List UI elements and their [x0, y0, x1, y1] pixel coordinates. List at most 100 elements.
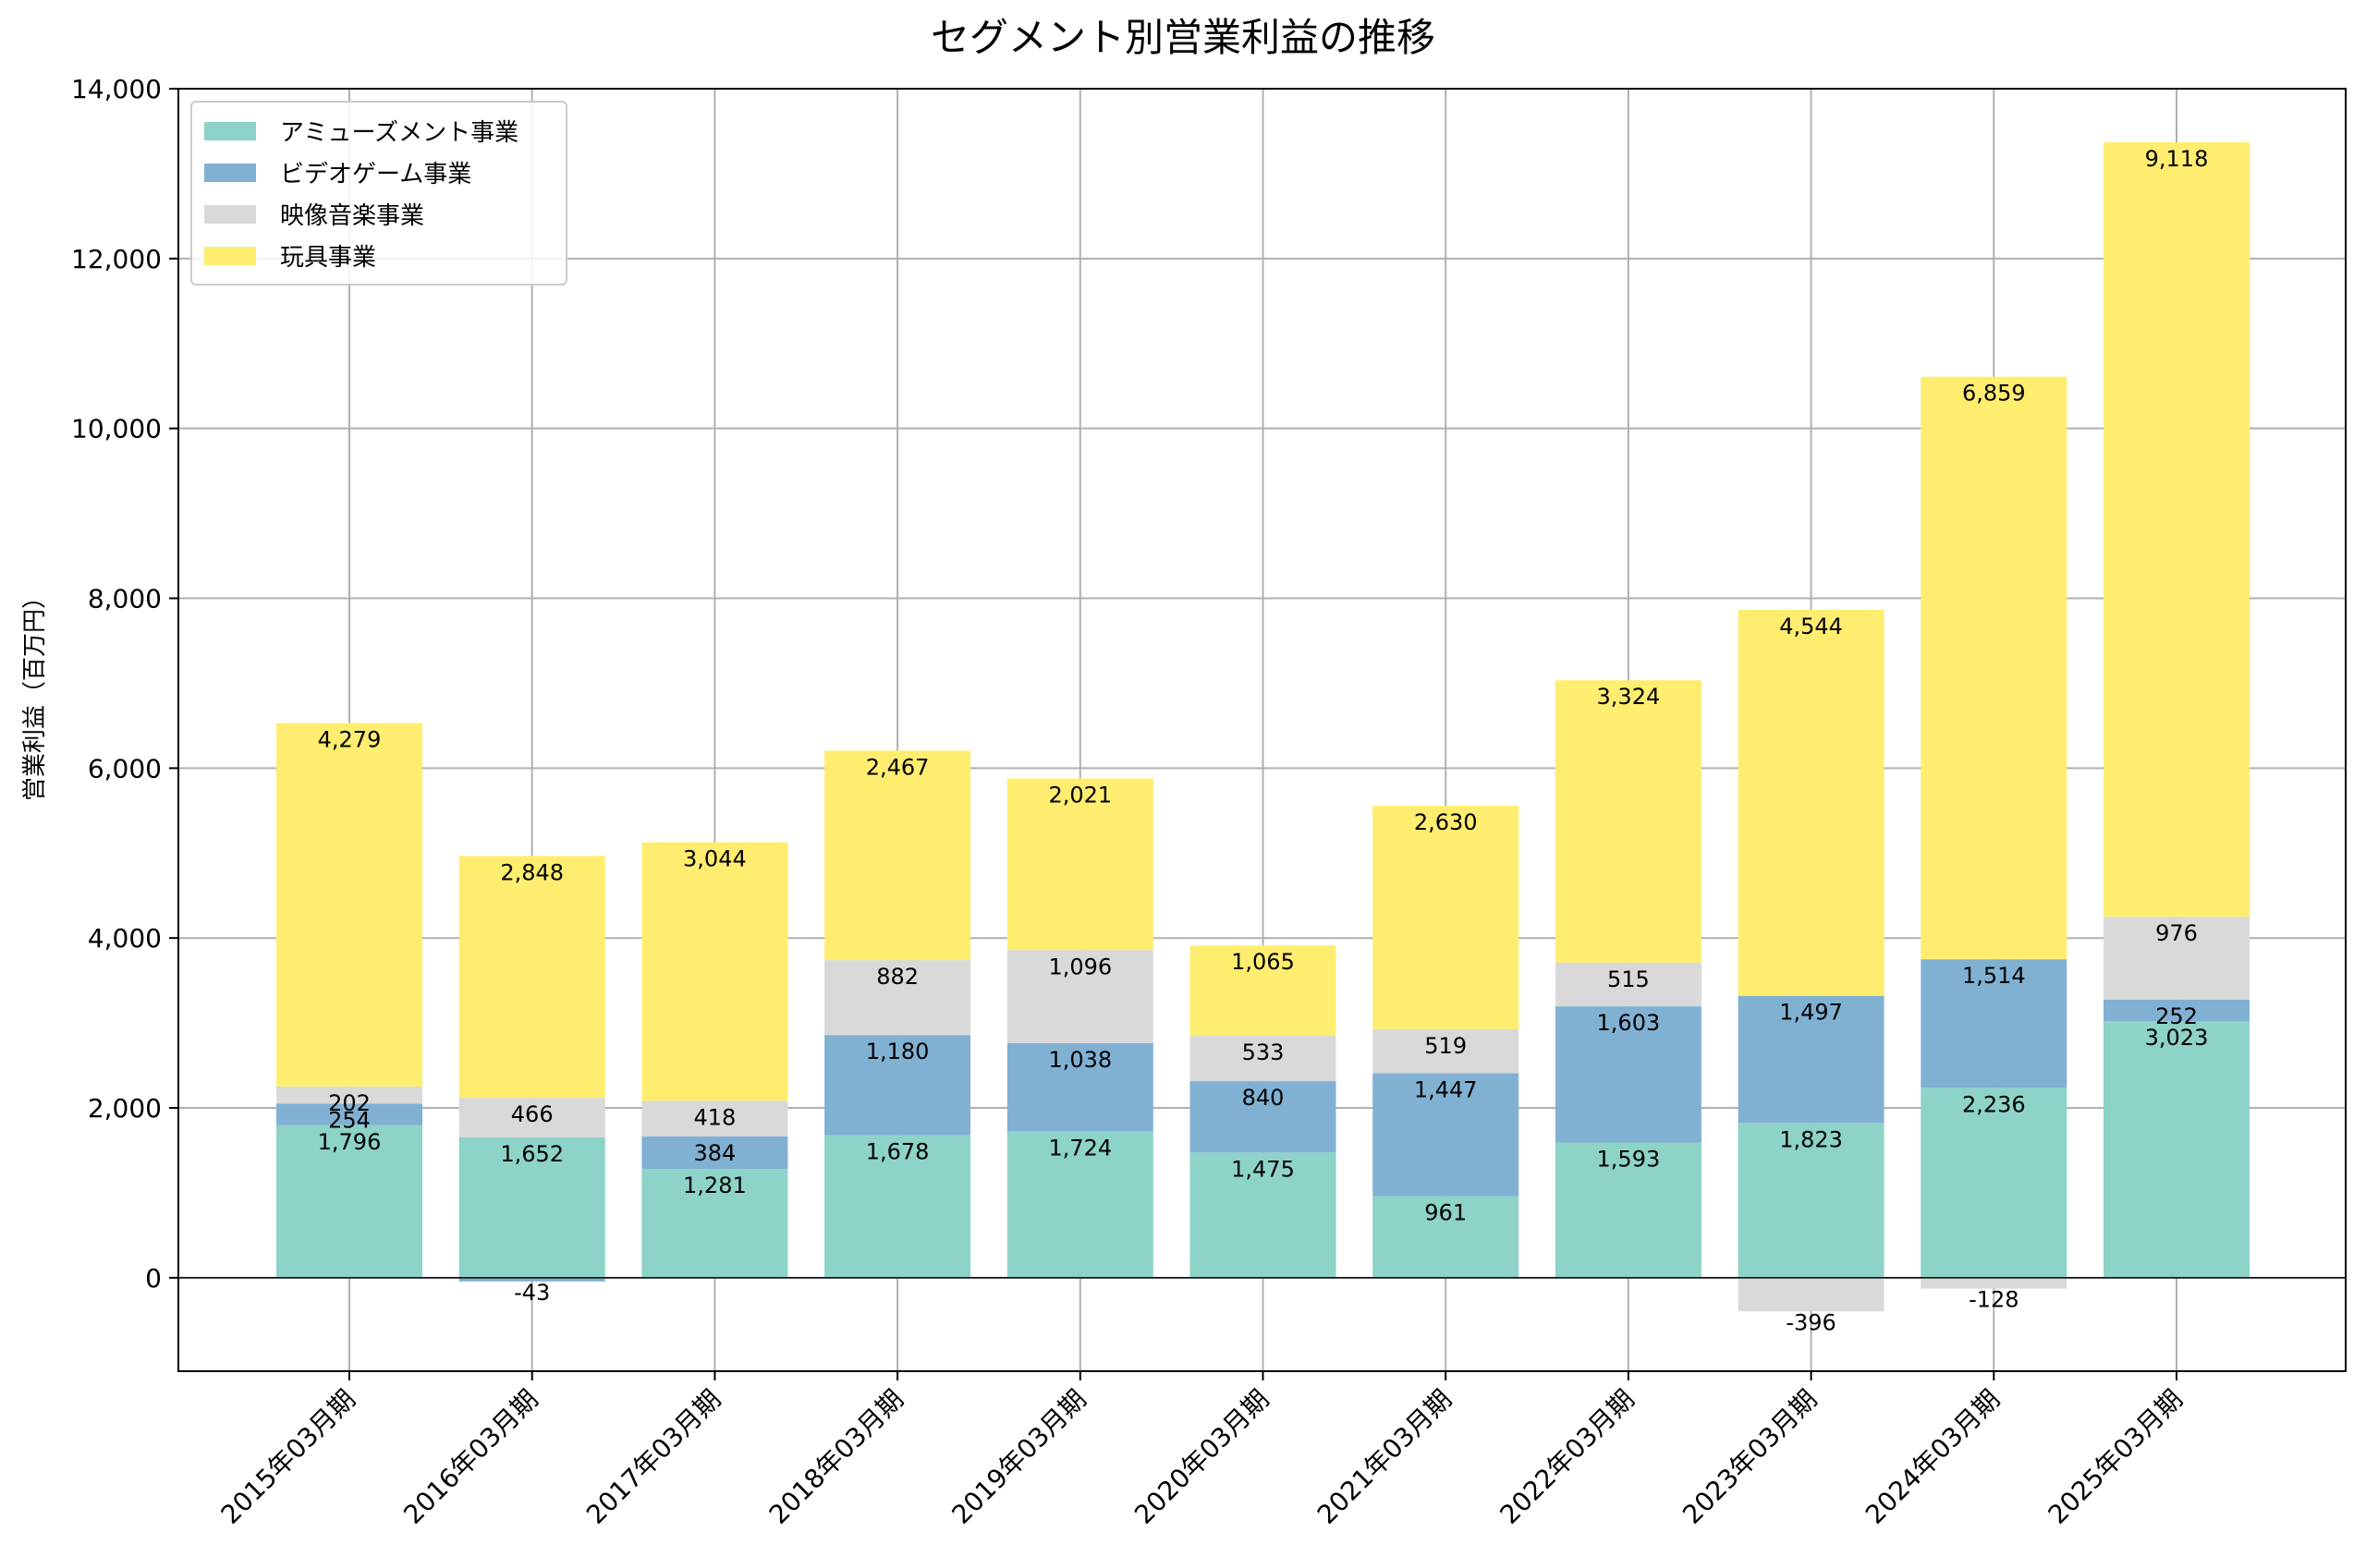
- legend-box: [190, 101, 567, 286]
- bar-segment: [276, 1124, 422, 1278]
- bar-value-label: 961: [1424, 1200, 1467, 1226]
- bar-segment: [2104, 999, 2250, 1022]
- bar-value-label: 1,652: [500, 1141, 564, 1167]
- bar-value-label: 2,467: [866, 754, 930, 780]
- bar-segment: [1921, 1088, 2067, 1278]
- bar-value-label: 882: [876, 964, 919, 990]
- bar-segment: [1189, 1036, 1336, 1082]
- x-tick-label: 2019年03月期: [945, 1384, 1092, 1530]
- bar-segment: [641, 842, 788, 1101]
- x-tick-label: 2017年03月期: [580, 1384, 726, 1530]
- bar-segment: [1555, 680, 1701, 963]
- legend-swatch: [204, 247, 256, 265]
- bar-value-label: 1,281: [683, 1173, 747, 1198]
- bar-segment: [1738, 995, 1884, 1124]
- x-tick-label: 2025年03月期: [2043, 1384, 2189, 1530]
- bar-segment: [824, 1035, 971, 1136]
- bar-value-label: 202: [328, 1090, 371, 1116]
- legend-label: ビデオゲーム事業: [280, 161, 471, 188]
- bar-value-label: 533: [1242, 1039, 1285, 1065]
- bar-value-label: 1,514: [1962, 963, 2026, 989]
- y-tick-label: 4,000: [88, 923, 162, 954]
- bar-segment: [2104, 142, 2250, 918]
- bar-segment: [1006, 1043, 1153, 1132]
- bar-value-label: 1,724: [1048, 1135, 1112, 1161]
- bar-segment: [458, 856, 605, 1099]
- y-tick-label: 2,000: [88, 1093, 162, 1124]
- x-tick-label: 2023年03月期: [1677, 1384, 1823, 1530]
- x-tick-label: 2016年03月期: [397, 1384, 543, 1530]
- x-axis-ticks: 2015年03月期 2016年03月期 2017年03月期 2018年03月期 2019…: [215, 1371, 2189, 1530]
- bar-segment: [641, 1136, 788, 1170]
- bar-segment: [1555, 1142, 1701, 1278]
- bar-segment: [641, 1100, 788, 1136]
- bar-segment: [276, 1086, 422, 1104]
- bar-value-label: -43: [514, 1280, 550, 1306]
- bar-value-label: 1,447: [1414, 1077, 1478, 1103]
- legend-swatch: [204, 205, 256, 224]
- bar-value-label: 1,603: [1597, 1010, 1661, 1036]
- bar-value-label: 2,630: [1414, 809, 1478, 835]
- bar-segment: [1738, 1123, 1884, 1278]
- bar-value-label: 840: [1242, 1085, 1285, 1111]
- bars: [276, 142, 2250, 1312]
- bar-value-label: -128: [1969, 1287, 2018, 1313]
- bar-value-label: 519: [1424, 1033, 1467, 1059]
- bar-segment: [1738, 610, 1884, 996]
- bar-segment: [1555, 1006, 1701, 1143]
- bar-value-label: 2,848: [500, 859, 564, 885]
- legend-label: アミューズメント事業: [280, 119, 518, 147]
- bar-value-label: 9,118: [2145, 146, 2209, 172]
- bar-value-label: 4,279: [318, 727, 382, 753]
- y-tick-label: 8,000: [88, 584, 162, 614]
- legend-label: 映像音楽事業: [280, 202, 424, 230]
- bar-segment: [1372, 1073, 1519, 1197]
- bar-segment: [458, 1098, 605, 1138]
- bar-segment: [824, 1135, 971, 1278]
- bar-value-label: 2,021: [1048, 782, 1112, 808]
- x-tick-label: 2020年03月期: [1128, 1384, 1274, 1530]
- x-tick-label: 2022年03月期: [1494, 1384, 1640, 1530]
- bar-value-label: 1,796: [318, 1129, 382, 1155]
- bar-segment: [1921, 1277, 2067, 1289]
- bar-value-label: 1,180: [866, 1039, 930, 1064]
- bar-value-label: 976: [2155, 920, 2198, 946]
- x-tick-label: 2018年03月期: [763, 1384, 909, 1530]
- bar-segment: [1006, 950, 1153, 1044]
- legend-label: 玩具事業: [280, 244, 376, 272]
- bar-segment: [641, 1169, 788, 1278]
- bar-segment: [1738, 1277, 1884, 1312]
- bar-segment: [1372, 806, 1519, 1029]
- bar-segment: [276, 1103, 422, 1125]
- bar-segment: [824, 960, 971, 1036]
- bar-segment: [2104, 1021, 2250, 1278]
- bar-segment: [458, 1277, 605, 1282]
- x-tick-label: 2021年03月期: [1311, 1384, 1457, 1530]
- bar-segment: [1189, 1081, 1336, 1153]
- bar-value-label: 4,544: [1779, 614, 1843, 639]
- bar-segment: [1372, 1196, 1519, 1278]
- bar-value-label: 1,497: [1779, 1000, 1843, 1026]
- bar-value-label: 1,593: [1597, 1146, 1661, 1172]
- bar-segment: [1372, 1028, 1519, 1074]
- y-tick-label: 14,000: [71, 74, 162, 104]
- bar-segment: [1921, 376, 2067, 960]
- bar-value-label: 3,324: [1597, 684, 1661, 710]
- y-tick-label: 0: [145, 1263, 162, 1294]
- bar-segment: [1006, 1131, 1153, 1278]
- legend-swatch: [204, 164, 256, 182]
- bar-segment: [1189, 1152, 1336, 1278]
- x-tick-label: 2015年03月期: [215, 1384, 361, 1530]
- legend-swatch: [204, 122, 256, 140]
- bar-segment: [276, 723, 422, 1087]
- bar-value-label: 254: [328, 1107, 371, 1133]
- bar-value-label: 466: [511, 1101, 554, 1127]
- bar-value-label: 252: [2155, 1003, 2198, 1029]
- bar-value-label: 1,065: [1231, 949, 1295, 975]
- bar-value-label: 1,823: [1779, 1126, 1843, 1152]
- bar-value-label: 6,859: [1962, 381, 2026, 407]
